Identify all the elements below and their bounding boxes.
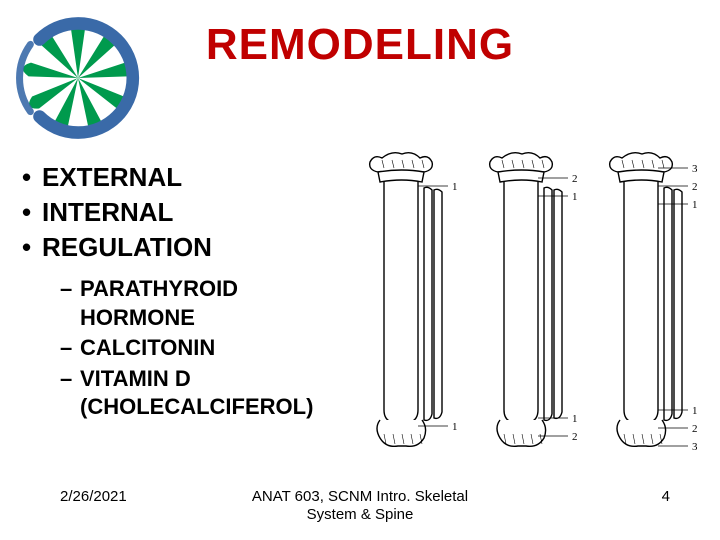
svg-text:1: 1 xyxy=(572,413,578,425)
subbullet-line: HORMONE xyxy=(80,305,195,330)
subbullet-line: VITAMIN D xyxy=(80,366,191,391)
sub-bullets: PARATHYROID HORMONE CALCITONIN VITAMIN D… xyxy=(60,275,360,424)
subbullet-line: (CHOLECALCIFEROL) xyxy=(80,394,313,419)
subbullet-calcitonin: CALCITONIN xyxy=(60,334,360,363)
subbullet-line: PARATHYROID xyxy=(80,276,238,301)
bullet-label: INTERNAL xyxy=(42,197,173,227)
footer-page-number: 4 xyxy=(662,488,670,505)
subbullet-line: CALCITONIN xyxy=(80,335,215,360)
svg-text:3: 3 xyxy=(692,441,698,453)
bullet-label: EXTERNAL xyxy=(42,162,182,192)
svg-text:1: 1 xyxy=(452,421,458,433)
svg-text:2: 2 xyxy=(692,423,698,435)
footer-line: System & Spine xyxy=(307,506,414,523)
bullet-regulation: REGULATION xyxy=(22,230,342,265)
subbullet-pth: PARATHYROID HORMONE xyxy=(60,275,360,332)
footer-center: ANAT 603, SCNM Intro. Skeletal System & … xyxy=(0,488,720,524)
svg-text:3: 3 xyxy=(692,163,698,175)
bullet-label: REGULATION xyxy=(42,232,212,262)
slide-title: REMODELING xyxy=(0,20,720,70)
subbullet-vitd: VITAMIN D (CHOLECALCIFEROL) xyxy=(60,365,360,422)
bullet-external: EXTERNAL xyxy=(22,160,342,195)
svg-text:1: 1 xyxy=(452,181,458,193)
main-bullets: EXTERNAL INTERNAL REGULATION xyxy=(22,160,342,265)
bone-diagram: 1 1 2 1 1 2 3 2 1 1 2 3 xyxy=(352,148,708,464)
svg-text:2: 2 xyxy=(692,181,698,193)
svg-text:2: 2 xyxy=(572,173,578,185)
bullet-internal: INTERNAL xyxy=(22,195,342,230)
svg-text:1: 1 xyxy=(572,191,578,203)
svg-text:1: 1 xyxy=(692,405,698,417)
svg-text:1: 1 xyxy=(692,199,698,211)
svg-text:2: 2 xyxy=(572,431,578,443)
footer-line: ANAT 603, SCNM Intro. Skeletal xyxy=(252,488,468,505)
footer: 2/26/2021 ANAT 603, SCNM Intro. Skeletal… xyxy=(0,488,720,528)
